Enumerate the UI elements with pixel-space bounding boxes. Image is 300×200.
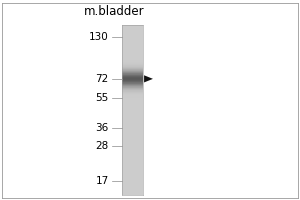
Polygon shape (144, 75, 153, 82)
Text: 17: 17 (95, 176, 109, 186)
Text: 72: 72 (95, 74, 109, 84)
Text: 28: 28 (95, 141, 109, 151)
Text: 130: 130 (89, 32, 109, 42)
Text: 55: 55 (95, 93, 109, 103)
Text: 36: 36 (95, 123, 109, 133)
Text: m.bladder: m.bladder (84, 5, 145, 18)
